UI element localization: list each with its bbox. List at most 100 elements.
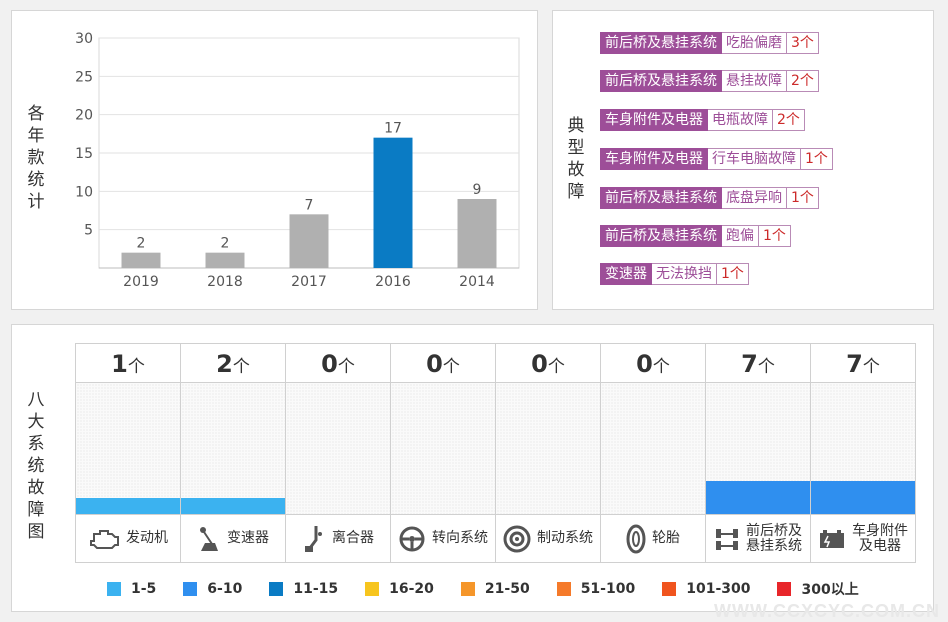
gearshift-icon bbox=[197, 525, 221, 553]
system-footer: 变速器 bbox=[181, 515, 285, 563]
system-column[interactable]: 2个变速器 bbox=[181, 343, 286, 563]
system-column[interactable]: 0个轮胎 bbox=[601, 343, 706, 563]
fault-tag[interactable]: 前后桥及悬挂系统 悬挂故障 2个 bbox=[600, 70, 819, 92]
system-name: 轮胎 bbox=[652, 530, 680, 546]
yearly-bar-chart: 5 10 15 20 25 30 2 2019 2 2018 7 2017 17 2016 9 2014 bbox=[75, 31, 520, 290]
bar-value-label: 17 bbox=[384, 121, 402, 137]
system-column[interactable]: 0个转向系统 bbox=[391, 343, 496, 563]
system-count-unit: 个 bbox=[757, 357, 775, 377]
system-count-unit: 个 bbox=[442, 357, 460, 377]
bar-value-label: 7 bbox=[305, 197, 314, 213]
legend-swatch bbox=[460, 582, 475, 596]
fault-tag[interactable]: 前后桥及悬挂系统 吃胎偏磨 3个 bbox=[600, 32, 819, 54]
fault-name-label: 行车电脑故障 bbox=[708, 148, 801, 170]
legend-swatch bbox=[777, 582, 792, 596]
legend-swatch bbox=[662, 582, 677, 596]
legend-swatch bbox=[183, 582, 198, 596]
system-count-number: 2 bbox=[216, 350, 233, 378]
system-level-area bbox=[391, 383, 495, 515]
legend-label: 21-50 bbox=[484, 581, 530, 597]
system-column[interactable]: 1个发动机 bbox=[76, 343, 181, 563]
legend-swatch bbox=[365, 582, 380, 596]
fault-count-label: 1个 bbox=[787, 187, 819, 209]
system-footer: 车身附件 及电器 bbox=[811, 515, 915, 563]
system-count: 0个 bbox=[601, 343, 705, 383]
x-tick-label: 2017 bbox=[291, 274, 327, 290]
fault-count-label: 3个 bbox=[787, 32, 819, 54]
system-level-area bbox=[601, 383, 705, 515]
system-name-line: 悬挂系统 bbox=[746, 537, 802, 554]
system-column[interactable]: 0个离合器 bbox=[286, 343, 391, 563]
fault-name-label: 电瓶故障 bbox=[708, 109, 773, 131]
brake-disc-icon bbox=[503, 525, 531, 553]
legend-item: 21-50 bbox=[460, 579, 530, 599]
system-level-fill bbox=[76, 498, 180, 514]
system-name-line: 及电器 bbox=[859, 537, 901, 554]
x-tick-label: 2014 bbox=[459, 274, 495, 290]
system-level-area bbox=[706, 383, 810, 515]
system-count: 7个 bbox=[811, 343, 915, 383]
fault-tag[interactable]: 车身附件及电器 电瓶故障 2个 bbox=[600, 109, 805, 131]
system-column[interactable]: 0个 制动系统 bbox=[496, 343, 601, 563]
system-level-area bbox=[496, 383, 600, 515]
system-count: 0个 bbox=[391, 343, 495, 383]
system-level-fill bbox=[811, 481, 915, 514]
system-column[interactable]: 7个车身附件 及电器 bbox=[811, 343, 916, 563]
system-count: 0个 bbox=[286, 343, 390, 383]
bar-value-label: 2 bbox=[221, 236, 230, 252]
watermark: WWW.CCXCYC.COM.CN bbox=[714, 601, 940, 621]
x-tick-label: 2019 bbox=[123, 274, 159, 290]
y-tick-label: 30 bbox=[75, 31, 93, 47]
fault-count-label: 1个 bbox=[759, 225, 791, 247]
system-footer: 发动机 bbox=[76, 515, 180, 563]
system-column[interactable]: 7个前后桥及 悬挂系统 bbox=[706, 343, 811, 563]
system-level-fill bbox=[181, 498, 285, 514]
fault-tag[interactable]: 前后桥及悬挂系统 底盘异响 1个 bbox=[600, 187, 819, 209]
system-count-unit: 个 bbox=[337, 357, 355, 377]
chart-vertical-label: 各年款统计 bbox=[27, 104, 45, 212]
clutch-pedal-icon bbox=[302, 524, 326, 554]
y-tick-label: 5 bbox=[84, 223, 93, 239]
fault-name-label: 吃胎偏磨 bbox=[722, 32, 787, 54]
system-footer: 转向系统 bbox=[391, 515, 495, 563]
system-count-unit: 个 bbox=[652, 357, 670, 377]
y-tick-label: 20 bbox=[75, 108, 93, 124]
battery-icon bbox=[818, 528, 846, 550]
legend-item: 11-15 bbox=[269, 579, 338, 599]
fault-name-label: 无法换挡 bbox=[652, 263, 717, 285]
fault-system-label: 前后桥及悬挂系统 bbox=[600, 70, 722, 92]
faults-vertical-label: 典型故障 bbox=[567, 116, 585, 202]
systems-vertical-label: 八大系统故障图 bbox=[27, 390, 45, 542]
fault-tag[interactable]: 车身附件及电器 行车电脑故障 1个 bbox=[600, 148, 833, 170]
system-level-area bbox=[76, 383, 180, 515]
fault-count-label: 1个 bbox=[717, 263, 749, 285]
bar bbox=[373, 137, 413, 268]
bar-value-label: 9 bbox=[473, 182, 482, 198]
system-name: 车身附件 及电器 bbox=[852, 522, 908, 554]
system-count: 1个 bbox=[76, 343, 180, 383]
legend: 1-5 6-10 11-15 16-20 21-50 51-100 101-300 300以上 bbox=[107, 579, 886, 599]
system-count-number: 7 bbox=[741, 350, 758, 378]
fault-tag[interactable]: 前后桥及悬挂系统 跑偏 1个 bbox=[600, 225, 791, 247]
fault-count-label: 2个 bbox=[787, 70, 819, 92]
system-footer: 制动系统 bbox=[496, 515, 600, 563]
legend-item: 101-300 bbox=[662, 579, 750, 599]
system-level-area bbox=[181, 383, 285, 515]
system-footer: 轮胎 bbox=[601, 515, 705, 563]
system-count: 2个 bbox=[181, 343, 285, 383]
system-name: 离合器 bbox=[332, 530, 374, 546]
legend-item: 6-10 bbox=[183, 579, 242, 599]
system-count-number: 0 bbox=[636, 350, 653, 378]
system-count-unit: 个 bbox=[232, 357, 250, 377]
legend-label: 6-10 bbox=[207, 581, 243, 597]
system-name: 前后桥及 悬挂系统 bbox=[746, 523, 802, 554]
fault-count-label: 1个 bbox=[801, 148, 833, 170]
system-count-unit: 个 bbox=[862, 357, 880, 377]
system-name-line: 车身附件 bbox=[852, 522, 908, 539]
fault-tag[interactable]: 变速器 无法换挡 1个 bbox=[600, 263, 749, 285]
engine-icon bbox=[88, 528, 120, 550]
legend-label: 300以上 bbox=[801, 582, 859, 598]
fault-system-label: 前后桥及悬挂系统 bbox=[600, 32, 722, 54]
legend-label: 1-5 bbox=[131, 581, 157, 597]
fault-name-label: 跑偏 bbox=[722, 225, 759, 247]
